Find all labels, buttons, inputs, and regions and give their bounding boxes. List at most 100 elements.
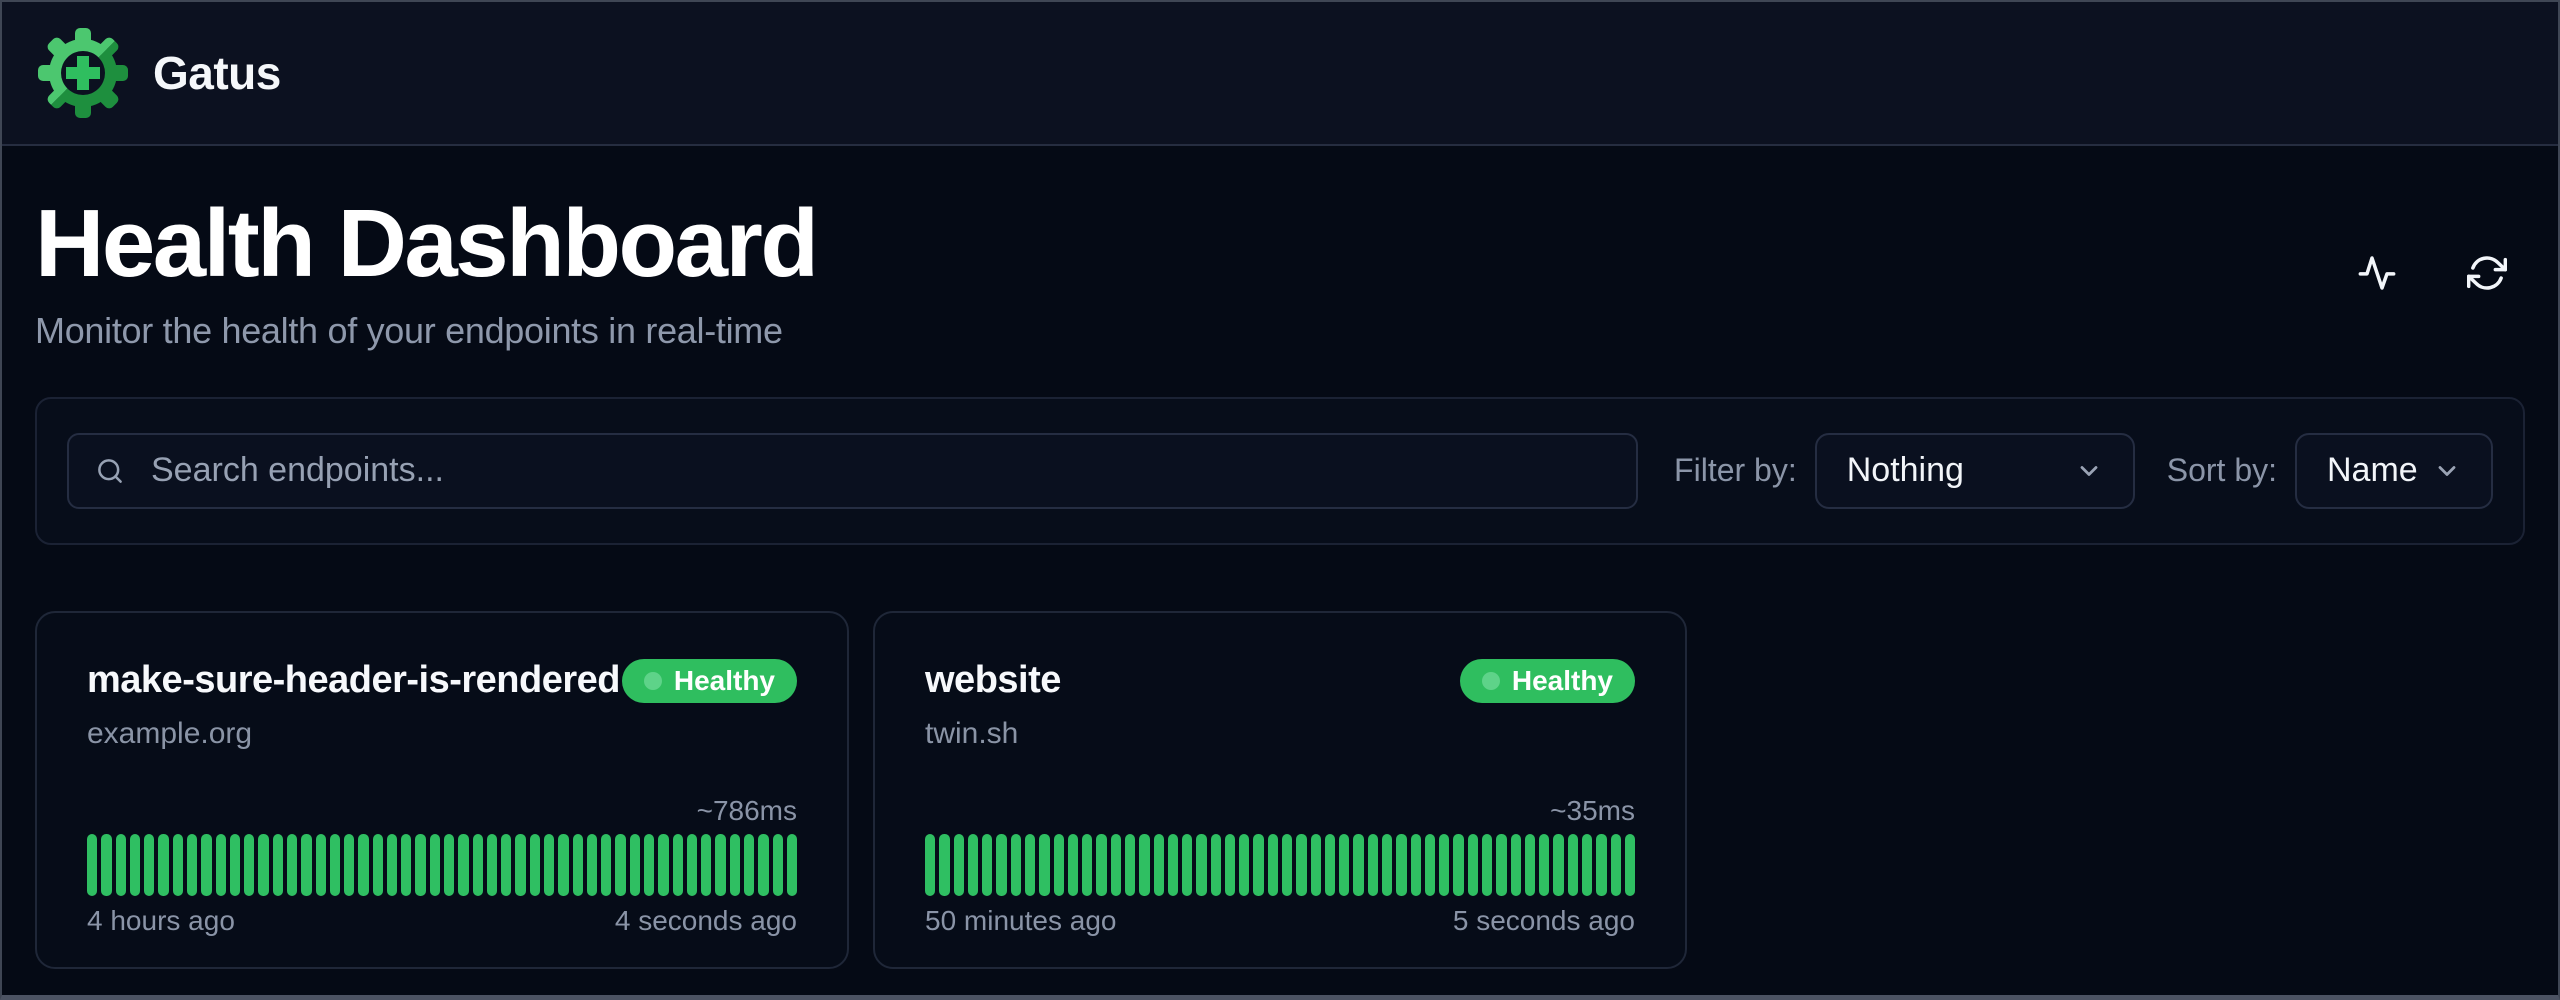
response-bar[interactable]	[172, 833, 183, 896]
brand-home-link[interactable]: Gatus	[35, 25, 281, 121]
activity-feed-button[interactable]	[2353, 249, 2401, 297]
response-bar[interactable]	[1010, 833, 1021, 896]
response-bar[interactable]	[1624, 833, 1636, 896]
response-bar[interactable]	[215, 833, 226, 896]
response-bar[interactable]	[158, 833, 169, 896]
response-bar[interactable]	[229, 833, 241, 896]
response-bar[interactable]	[472, 833, 483, 896]
response-bar[interactable]	[1339, 833, 1350, 896]
refresh-button[interactable]	[2463, 249, 2511, 297]
response-bar[interactable]	[1282, 833, 1293, 896]
response-bar[interactable]	[115, 833, 126, 896]
response-bar[interactable]	[558, 833, 569, 896]
response-bar[interactable]	[1110, 833, 1121, 896]
response-bar[interactable]	[1124, 833, 1136, 896]
response-bar[interactable]	[101, 833, 112, 896]
response-bar[interactable]	[1024, 833, 1036, 896]
response-bar[interactable]	[244, 833, 255, 896]
response-bar[interactable]	[729, 833, 740, 896]
response-bar[interactable]	[1253, 833, 1264, 896]
response-bar[interactable]	[686, 833, 698, 896]
response-bar[interactable]	[1410, 833, 1421, 896]
response-bar[interactable]	[982, 833, 993, 896]
response-bar[interactable]	[572, 833, 583, 896]
response-bar[interactable]	[358, 833, 369, 896]
response-bar[interactable]	[939, 833, 950, 896]
response-bar[interactable]	[1382, 833, 1393, 896]
response-bar[interactable]	[1567, 833, 1578, 896]
response-bar[interactable]	[1453, 833, 1464, 896]
response-bar[interactable]	[1581, 833, 1593, 896]
response-bar[interactable]	[1310, 833, 1321, 896]
response-bar[interactable]	[1539, 833, 1550, 896]
response-bar[interactable]	[329, 833, 341, 896]
response-bar[interactable]	[701, 833, 712, 896]
response-bar[interactable]	[1039, 833, 1050, 896]
response-bar[interactable]	[925, 833, 936, 896]
response-bar[interactable]	[486, 833, 498, 896]
response-bar[interactable]	[1481, 833, 1493, 896]
response-bar[interactable]	[586, 833, 598, 896]
response-bar[interactable]	[1353, 833, 1364, 896]
response-bar[interactable]	[996, 833, 1007, 896]
response-bar[interactable]	[315, 833, 326, 896]
response-bar[interactable]	[1182, 833, 1193, 896]
response-bar[interactable]	[1210, 833, 1221, 896]
response-bar[interactable]	[1224, 833, 1236, 896]
response-bar[interactable]	[1167, 833, 1179, 896]
response-bar[interactable]	[544, 833, 555, 896]
endpoint-card[interactable]: make-sure-header-is-rendered Healthy exa…	[35, 610, 849, 969]
response-bar[interactable]	[301, 833, 312, 896]
response-bar[interactable]	[672, 833, 683, 896]
response-bar[interactable]	[401, 833, 412, 896]
response-bar[interactable]	[967, 833, 979, 896]
response-bar[interactable]	[1324, 833, 1336, 896]
response-bar[interactable]	[786, 833, 798, 896]
response-bar[interactable]	[1424, 833, 1436, 896]
response-bar[interactable]	[1267, 833, 1279, 896]
response-bar[interactable]	[1196, 833, 1207, 896]
response-bar[interactable]	[1096, 833, 1107, 896]
response-bar[interactable]	[372, 833, 383, 896]
response-bar[interactable]	[1596, 833, 1607, 896]
response-bar[interactable]	[615, 833, 626, 896]
response-bar[interactable]	[415, 833, 426, 896]
response-bar[interactable]	[1510, 833, 1521, 896]
response-bar[interactable]	[186, 833, 198, 896]
response-bar[interactable]	[429, 833, 441, 896]
response-bar[interactable]	[529, 833, 540, 896]
response-bar[interactable]	[1153, 833, 1164, 896]
response-bar[interactable]	[386, 833, 398, 896]
response-bar[interactable]	[344, 833, 355, 896]
response-bar[interactable]	[953, 833, 964, 896]
response-bar[interactable]	[601, 833, 612, 896]
response-bar[interactable]	[1553, 833, 1564, 896]
response-bar[interactable]	[286, 833, 298, 896]
response-bar[interactable]	[1082, 833, 1093, 896]
search-input[interactable]	[151, 451, 1611, 491]
response-bar[interactable]	[743, 833, 755, 896]
response-bar[interactable]	[272, 833, 283, 896]
response-bar[interactable]	[1296, 833, 1307, 896]
response-bar[interactable]	[1496, 833, 1507, 896]
filter-select[interactable]: Nothing	[1814, 432, 2135, 509]
response-bar[interactable]	[1396, 833, 1407, 896]
response-bar[interactable]	[515, 833, 526, 896]
response-bar[interactable]	[1367, 833, 1378, 896]
response-bar[interactable]	[772, 833, 783, 896]
response-bar[interactable]	[501, 833, 512, 896]
endpoint-card[interactable]: website Healthy twin.sh ~35ms 50 minutes…	[873, 610, 1687, 969]
response-bar[interactable]	[444, 833, 455, 896]
response-bar[interactable]	[1524, 833, 1536, 896]
response-bar[interactable]	[1139, 833, 1150, 896]
response-bar[interactable]	[458, 833, 469, 896]
response-bar[interactable]	[201, 833, 212, 896]
response-bar[interactable]	[1467, 833, 1478, 896]
response-bar[interactable]	[715, 833, 726, 896]
response-bar[interactable]	[87, 833, 98, 896]
response-bar[interactable]	[1053, 833, 1064, 896]
response-bar[interactable]	[643, 833, 655, 896]
response-bar[interactable]	[1239, 833, 1250, 896]
response-bar[interactable]	[1610, 833, 1621, 896]
response-bar[interactable]	[129, 833, 141, 896]
